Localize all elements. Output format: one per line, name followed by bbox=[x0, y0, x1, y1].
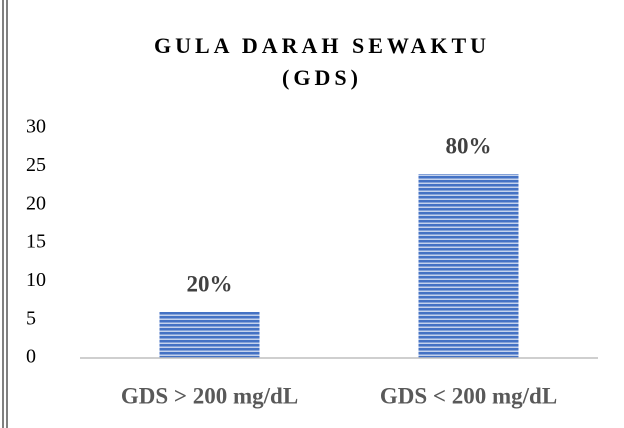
y-tick-label: 30 bbox=[26, 116, 46, 138]
chart-title: GULA DARAH SEWAKTU bbox=[154, 33, 490, 58]
bar bbox=[159, 312, 260, 358]
y-tick-label: 25 bbox=[26, 154, 46, 176]
bar bbox=[418, 174, 519, 358]
y-tick-label: 10 bbox=[26, 269, 46, 291]
chart-title: (GDS) bbox=[282, 65, 362, 90]
value-label: 20% bbox=[187, 271, 233, 296]
y-tick-label: 15 bbox=[26, 231, 46, 253]
x-tick-label: GDS < 200 mg/dL bbox=[380, 383, 557, 408]
y-tick-label: 0 bbox=[26, 346, 36, 368]
y-tick-label: 20 bbox=[26, 192, 46, 214]
y-tick-label: 5 bbox=[26, 307, 36, 329]
x-tick-label: GDS > 200 mg/dL bbox=[121, 383, 298, 408]
value-label: 80% bbox=[446, 133, 492, 158]
